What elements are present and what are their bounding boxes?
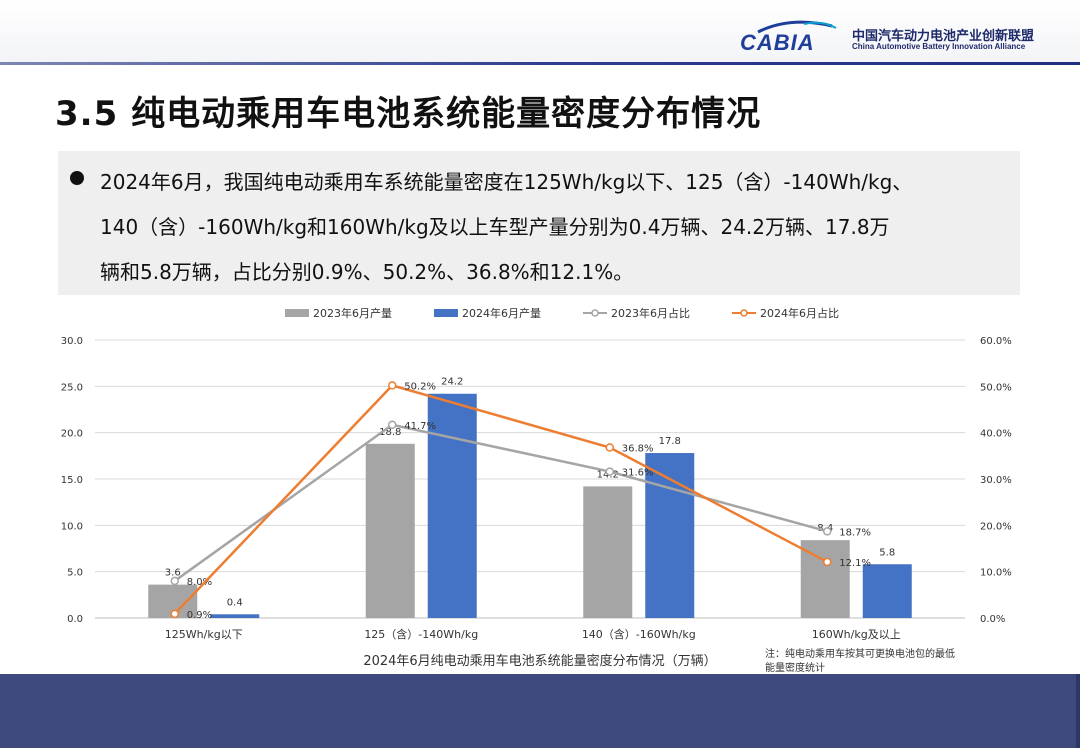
x-tick-label: 160Wh/kg及以上 <box>812 628 901 641</box>
footer-bar <box>0 674 1080 748</box>
line-point <box>823 527 832 536</box>
line-value-label: 31.6% <box>622 468 654 479</box>
logo-arc-icon <box>757 20 837 34</box>
logo-wordmark: CABIA <box>740 30 815 55</box>
bar-value-label: 24.2 <box>441 377 463 388</box>
line-value-label: 18.7% <box>839 527 871 538</box>
right-tick-label: 60.0% <box>980 336 1012 347</box>
left-tick-label: 20.0 <box>61 429 83 440</box>
line-value-label: 0.9% <box>187 610 212 621</box>
right-tick-label: 30.0% <box>980 475 1012 486</box>
bar <box>365 443 415 618</box>
line-value-label: 12.1% <box>839 558 871 569</box>
line-point <box>388 420 397 430</box>
line-point <box>388 381 397 390</box>
series-line <box>174 423 828 582</box>
bar <box>210 614 260 618</box>
left-tick-label: 0.0 <box>67 614 83 625</box>
line-point <box>170 576 179 586</box>
bar-value-label: 17.8 <box>659 436 681 447</box>
page-title: 3.5 纯电动乘用车电池系统能量密度分布情况 <box>55 94 762 134</box>
energy-density-chart: 2023年6月产量 2024年6月产量 2023年6月占比 2024年6月占比 0.0… <box>61 306 1012 674</box>
legend-label: 2024年6月产量 <box>462 306 541 320</box>
bar <box>427 393 477 618</box>
series-line <box>173 383 828 615</box>
x-tick-label: 140（含）-160Wh/kg <box>582 627 696 641</box>
left-tick-label: 10.0 <box>61 521 83 532</box>
legend-marker <box>591 309 599 317</box>
legend-label: 2023年6月产量 <box>313 306 392 320</box>
left-tick-label: 25.0 <box>61 382 83 393</box>
right-tick-label: 10.0% <box>980 568 1012 579</box>
line-point <box>605 443 614 452</box>
header-rule <box>0 62 1080 65</box>
bar-value-label: 3.6 <box>165 568 181 579</box>
cabia-logo: CABIA 中国汽车动力电池产业创新联盟 China Automotive Ba… <box>740 18 1040 55</box>
right-tick-label: 40.0% <box>980 429 1012 440</box>
line-value-label: 36.8% <box>622 443 654 454</box>
left-tick-label: 15.0 <box>61 475 83 486</box>
logo-english-name: China Automotive Battery Innovation Alli… <box>852 42 1026 51</box>
line-point <box>170 609 179 619</box>
cabia-logo-mark: CABIA <box>740 18 840 55</box>
bar-value-label: 5.8 <box>879 547 895 558</box>
legend-swatch <box>434 309 458 317</box>
footer-edge <box>1076 674 1080 748</box>
summary-box <box>58 151 1020 295</box>
bullet-dot-icon <box>70 171 84 185</box>
bar <box>645 453 695 618</box>
legend-marker <box>740 309 748 317</box>
legend-swatch <box>285 309 309 317</box>
bar <box>583 486 633 618</box>
line-value-label: 50.2% <box>404 381 436 392</box>
left-axis-ticks: 0.0 5.0 10.0 15.0 20.0 25.0 30.0 <box>61 336 83 625</box>
chart-legend: 2023年6月产量 2024年6月产量 2023年6月占比 2024年6月占比 <box>285 306 839 320</box>
right-axis-ticks: 0.0% 10.0% 20.0% 30.0% 40.0% 50.0% 60.0% <box>980 336 1012 625</box>
left-tick-label: 30.0 <box>61 336 83 347</box>
line-point <box>605 467 614 476</box>
summary-text: 2024年6月，我国纯电动乘用车系统能量密度在125Wh/kg以下、125（含）… <box>100 170 913 284</box>
logo-chinese-name: 中国汽车动力电池产业创新联盟 <box>852 29 1035 44</box>
x-tick-label: 125Wh/kg以下 <box>165 628 243 641</box>
right-tick-label: 0.0% <box>980 614 1005 625</box>
chart-bars: 3.618.814.28.40.424.217.85.8 <box>148 377 912 618</box>
line-value-label: 8.0% <box>187 577 212 588</box>
legend-label: 2024年6月占比 <box>760 306 839 320</box>
right-tick-label: 20.0% <box>980 521 1012 532</box>
header-bar <box>0 0 1080 62</box>
x-tick-label: 125（含）-140Wh/kg <box>364 627 478 641</box>
line-value-label: 41.7% <box>404 421 436 432</box>
line-point <box>823 557 832 567</box>
chart-lines: 8.0% 41.7% 31.6% 18.7% 0.9% 50.2% 36.8% 12.1% <box>170 381 871 621</box>
bar-value-label: 0.4 <box>227 597 243 608</box>
legend-label: 2023年6月占比 <box>611 306 690 320</box>
chart-title: 2024年6月纯电动乘用车电池系统能量密度分布情况（万辆） <box>363 653 716 669</box>
right-tick-label: 50.0% <box>980 382 1012 393</box>
left-tick-label: 5.0 <box>67 568 83 579</box>
bar <box>862 564 912 618</box>
x-axis-categories: 125Wh/kg以下 125（含）-140Wh/kg 140（含）-160Wh/kg… <box>165 627 901 641</box>
chart-note: 注：纯电动乘用车按其可更换电池包的最低能量密度统计 <box>765 647 955 674</box>
bar-value-label: 18.8 <box>379 427 401 438</box>
